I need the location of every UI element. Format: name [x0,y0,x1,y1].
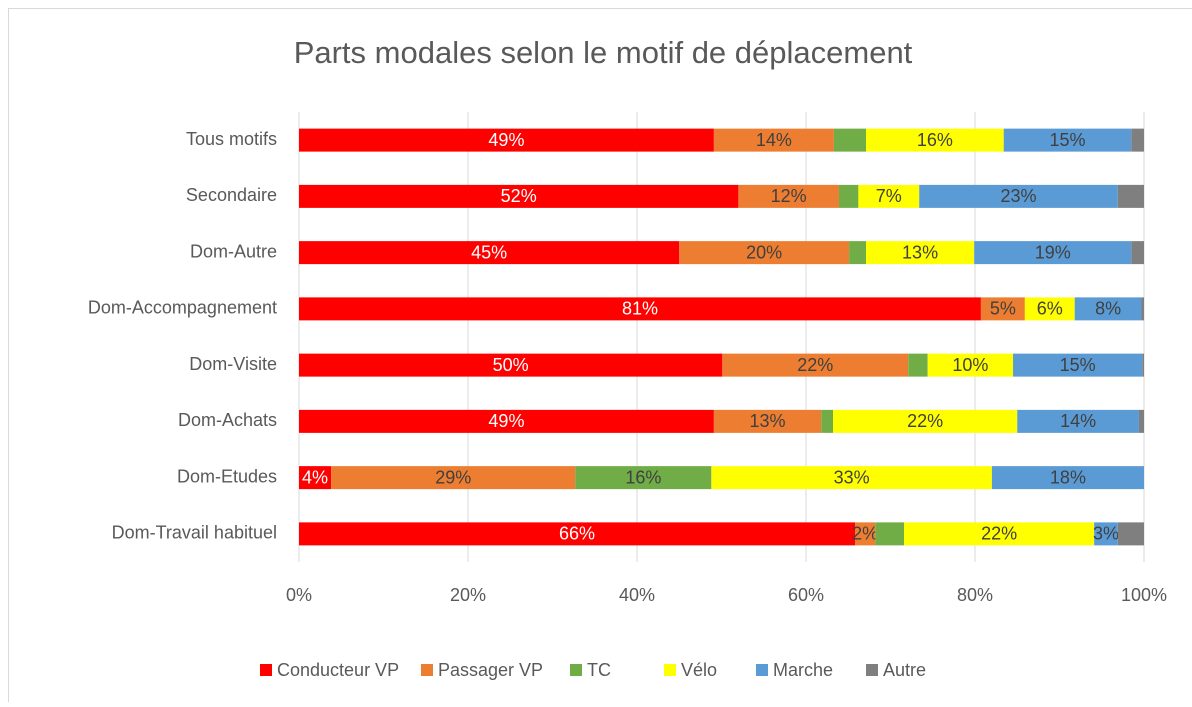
x-tick-label: 60% [788,585,824,605]
data-label: 7% [876,186,902,206]
data-label: 22% [981,524,1017,544]
data-label: 12% [771,186,807,206]
legend-label: Vélo [681,660,717,680]
data-label: 2% [852,524,878,544]
legend-swatch [756,664,768,676]
data-label: 10% [952,355,988,375]
legend-swatch [664,664,676,676]
bar-segment [1141,297,1144,320]
data-label: 45% [471,242,507,262]
data-label: 14% [756,130,792,150]
bar-segment [849,241,866,264]
data-label: 19% [1035,242,1071,262]
data-label: 5% [990,299,1016,319]
y-tick-label: Dom-Accompagnement [88,298,277,318]
legend-swatch [866,664,878,676]
bar-segment [1139,410,1144,433]
x-tick-label: 20% [450,585,486,605]
legend-label: Autre [883,660,926,680]
x-tick-label: 40% [619,585,655,605]
bar-segment [1118,185,1144,208]
y-tick-label: Dom-Etudes [177,466,277,486]
y-tick-label: Secondaire [186,185,277,205]
legend-label: TC [587,660,611,680]
data-label: 3% [1093,524,1119,544]
data-label: 8% [1095,299,1121,319]
data-label: 22% [907,411,943,431]
bar-segment [1142,354,1144,377]
x-tick-label: 80% [957,585,993,605]
data-label: 52% [501,186,537,206]
data-label: 49% [488,130,524,150]
y-tick-label: Tous motifs [186,129,277,149]
data-label: 23% [1001,186,1037,206]
data-label: 15% [1060,355,1096,375]
bar-segment [821,410,833,433]
data-label: 4% [302,467,328,487]
x-tick-label: 100% [1121,585,1167,605]
chart-title: Parts modales selon le motif de déplacem… [294,35,913,70]
data-label: 49% [488,411,524,431]
data-label: 13% [750,411,786,431]
y-tick-label: Dom-Travail habituel [112,523,277,543]
y-tick-label: Dom-Visite [189,354,277,374]
y-tick-label: Dom-Autre [190,241,277,261]
legend-swatch [260,664,272,676]
bar-segment [1131,129,1144,152]
bar-segment [875,522,904,545]
legend-label: Conducteur VP [277,660,399,680]
data-label: 14% [1060,411,1096,431]
data-label: 6% [1037,299,1063,319]
y-tick-label: Dom-Achats [178,410,277,430]
bar-segment [908,354,927,377]
data-label: 50% [493,355,529,375]
data-label: 16% [625,467,661,487]
x-tick-label: 0% [286,585,312,605]
data-label: 13% [902,242,938,262]
data-label: 20% [746,242,782,262]
legend-label: Passager VP [438,660,543,680]
data-label: 29% [435,467,471,487]
data-label: 33% [834,467,870,487]
bar-segment [834,129,866,152]
bar-segment [1118,522,1144,545]
data-label: 15% [1050,130,1086,150]
bar-segment [839,185,858,208]
legend-label: Marche [773,660,833,680]
bar-segment [1131,241,1144,264]
data-label: 22% [797,355,833,375]
data-label: 16% [917,130,953,150]
legend-swatch [421,664,433,676]
data-label: 18% [1050,467,1086,487]
legend-swatch [570,664,582,676]
data-label: 66% [559,524,595,544]
data-label: 81% [622,299,658,319]
